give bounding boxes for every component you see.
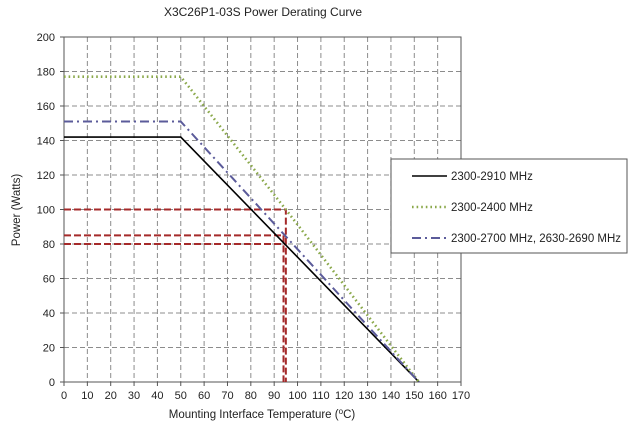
- x-tick-label: 30: [128, 390, 140, 402]
- x-tick-label: 20: [105, 390, 117, 402]
- x-tick-label: 60: [198, 390, 210, 402]
- x-tick-label: 0: [61, 390, 67, 402]
- x-tick-label: 170: [452, 390, 470, 402]
- x-tick-label: 90: [268, 390, 280, 402]
- y-tick-label: 60: [43, 274, 55, 286]
- y-tick-label: 80: [43, 239, 55, 251]
- series-line-3: [64, 120, 420, 383]
- legend: 2300-2910 MHz 2300-2400 MHz 2300-2700 MHz,…: [390, 158, 628, 254]
- y-axis-title: Power (Watts): [11, 174, 23, 247]
- x-tick-label: 110: [312, 390, 330, 402]
- x-tick-label: 10: [81, 390, 93, 402]
- x-tick-label: 120: [335, 390, 353, 402]
- y-tick-label: 200: [37, 32, 55, 44]
- x-axis-title-end: C): [343, 409, 355, 421]
- y-tick-label: 120: [37, 170, 55, 182]
- legend-label-1: 2300-2910 MHz: [451, 171, 533, 183]
- reference-lines: [64, 208, 287, 382]
- x-tick-label: 70: [221, 390, 233, 402]
- series-lines: [64, 75, 420, 383]
- x-axis-title-sup: o: [339, 407, 344, 416]
- x-axis-title: Mounting Interface Temperature (oC): [169, 407, 356, 421]
- x-tick-label: 160: [428, 390, 446, 402]
- y-tick-label: 0: [49, 377, 55, 389]
- x-tick-label: 100: [288, 390, 306, 402]
- y-tick-label: 140: [37, 136, 55, 148]
- y-tick-label: 160: [37, 101, 55, 113]
- x-tick-label: 140: [382, 390, 400, 402]
- series-line-2: [64, 75, 420, 383]
- legend-box: [390, 158, 628, 254]
- legend-label-2: 2300-2400 MHz: [451, 202, 533, 214]
- axis-ticks: 0 10 20 30 40 50 60 70 80 90 100 110 120 130 140 150 160…: [37, 32, 471, 402]
- x-tick-label: 40: [151, 390, 163, 402]
- y-tick-label: 40: [43, 308, 55, 320]
- x-tick-label: 50: [175, 390, 187, 402]
- x-tick-label: 150: [405, 390, 423, 402]
- y-tick-label: 20: [43, 343, 55, 355]
- y-tick-label: 100: [37, 205, 55, 217]
- x-tick-label: 130: [358, 390, 376, 402]
- chart-title: X3C26P1-03S Power Derating Curve: [164, 5, 362, 19]
- x-tick-label: 80: [245, 390, 257, 402]
- y-tick-label: 180: [37, 67, 55, 79]
- legend-label-3: 2300-2700 MHz, 2630-2690 MHz: [451, 233, 621, 245]
- series-line-1: [64, 136, 420, 383]
- x-axis-title-main: Mounting Interface Temperature (: [169, 409, 339, 421]
